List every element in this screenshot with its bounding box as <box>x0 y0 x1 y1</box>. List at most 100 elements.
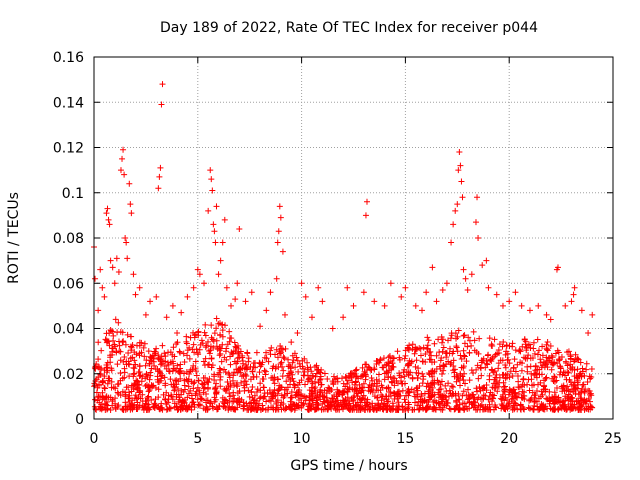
x-tick-label: 5 <box>193 431 202 447</box>
roti-band-point <box>419 358 426 365</box>
roti-point <box>257 323 264 330</box>
roti-band-point <box>213 343 220 350</box>
roti-point <box>130 271 137 278</box>
roti-band-point <box>158 375 165 382</box>
roti-band-point <box>412 363 419 370</box>
roti-band-point <box>466 405 473 412</box>
roti-band-point <box>468 400 475 407</box>
roti-band-point <box>183 376 190 383</box>
roti-band-point <box>445 380 452 387</box>
roti-band-point <box>457 382 464 389</box>
roti-band-point <box>151 352 158 359</box>
roti-band-point <box>548 366 555 373</box>
roti-band-point <box>321 403 328 410</box>
roti-band-point <box>555 394 562 401</box>
roti-point <box>412 302 419 309</box>
roti-band-point <box>356 395 363 402</box>
roti-point <box>248 289 255 296</box>
roti-band-point <box>413 385 420 392</box>
roti-band-point <box>485 396 492 403</box>
roti-band-point <box>108 384 115 391</box>
roti-point <box>157 164 164 171</box>
roti-band-point <box>206 375 213 382</box>
roti-band-point <box>126 361 133 368</box>
roti-band-point <box>125 395 132 402</box>
roti-band-point <box>569 403 576 410</box>
roti-band-point <box>144 394 151 401</box>
roti-band-point <box>321 387 328 394</box>
roti-band-point <box>534 366 541 373</box>
roti-band-point <box>414 384 421 391</box>
roti-band-point <box>438 378 445 385</box>
roti-band-point <box>119 339 126 346</box>
roti-band-point <box>204 406 211 413</box>
roti-band-point <box>355 375 362 382</box>
roti-band-point <box>520 375 527 382</box>
roti-band-point <box>377 356 384 363</box>
roti-band-point <box>501 388 508 395</box>
roti-band-point <box>439 392 446 399</box>
roti-point <box>398 293 405 300</box>
roti-band-point <box>105 394 112 401</box>
roti-band-point <box>459 373 466 380</box>
roti-band-point <box>422 351 429 358</box>
roti-band-point <box>399 403 406 410</box>
roti-band-point <box>130 373 137 380</box>
roti-band-point <box>425 337 432 344</box>
roti-band-point <box>565 348 572 355</box>
roti-point <box>147 298 154 305</box>
roti-band-point <box>205 338 212 345</box>
roti-band-point <box>535 395 542 402</box>
roti-band-point <box>193 368 200 375</box>
roti-band-point <box>202 355 209 362</box>
roti-band-point <box>304 378 311 385</box>
roti-band-point <box>301 355 308 362</box>
roti-band-point <box>240 405 247 412</box>
roti-band-point <box>389 363 396 370</box>
roti-band-point <box>404 405 411 412</box>
roti-band-point <box>313 406 320 413</box>
roti-band-point <box>506 400 513 407</box>
roti-band-point <box>167 376 174 383</box>
roti-band-point <box>506 374 513 381</box>
roti-band-point <box>459 400 466 407</box>
roti-band-point <box>179 405 186 412</box>
roti-band-point <box>164 406 171 413</box>
roti-band-point <box>569 364 576 371</box>
roti-band-point <box>217 383 224 390</box>
roti-point <box>242 298 249 305</box>
roti-point <box>315 284 322 291</box>
roti-band-point <box>208 322 215 329</box>
roti-band-point <box>117 369 124 376</box>
roti-band-point <box>95 382 102 389</box>
roti-band-point <box>373 357 380 364</box>
roti-band-point <box>510 386 517 393</box>
roti-band-point <box>293 354 300 361</box>
roti-band-point <box>377 405 384 412</box>
roti-band-point <box>511 356 518 363</box>
roti-point <box>458 178 465 185</box>
roti-band-point <box>490 395 497 402</box>
roti-band-point <box>368 374 375 381</box>
roti-band-point <box>196 346 203 353</box>
roti-band-point <box>390 406 397 413</box>
roti-band-point <box>183 369 190 376</box>
roti-band-point <box>142 362 149 369</box>
roti-band-point <box>361 399 368 406</box>
roti-band-point <box>575 398 582 405</box>
roti-band-point <box>448 383 455 390</box>
roti-band-point <box>543 354 550 361</box>
roti-band-point <box>324 406 331 413</box>
roti-band-point <box>547 343 554 350</box>
roti-band-point <box>587 398 594 405</box>
roti-band-point <box>308 368 315 375</box>
roti-band-point <box>385 354 392 361</box>
roti-band-point <box>114 329 121 336</box>
roti-band-point <box>302 381 309 388</box>
roti-band-point <box>161 350 168 357</box>
roti-point <box>104 205 111 212</box>
roti-band-point <box>263 355 270 362</box>
roti-band-point <box>456 377 463 384</box>
roti-band-point <box>511 406 518 413</box>
roti-band-point <box>181 359 188 366</box>
